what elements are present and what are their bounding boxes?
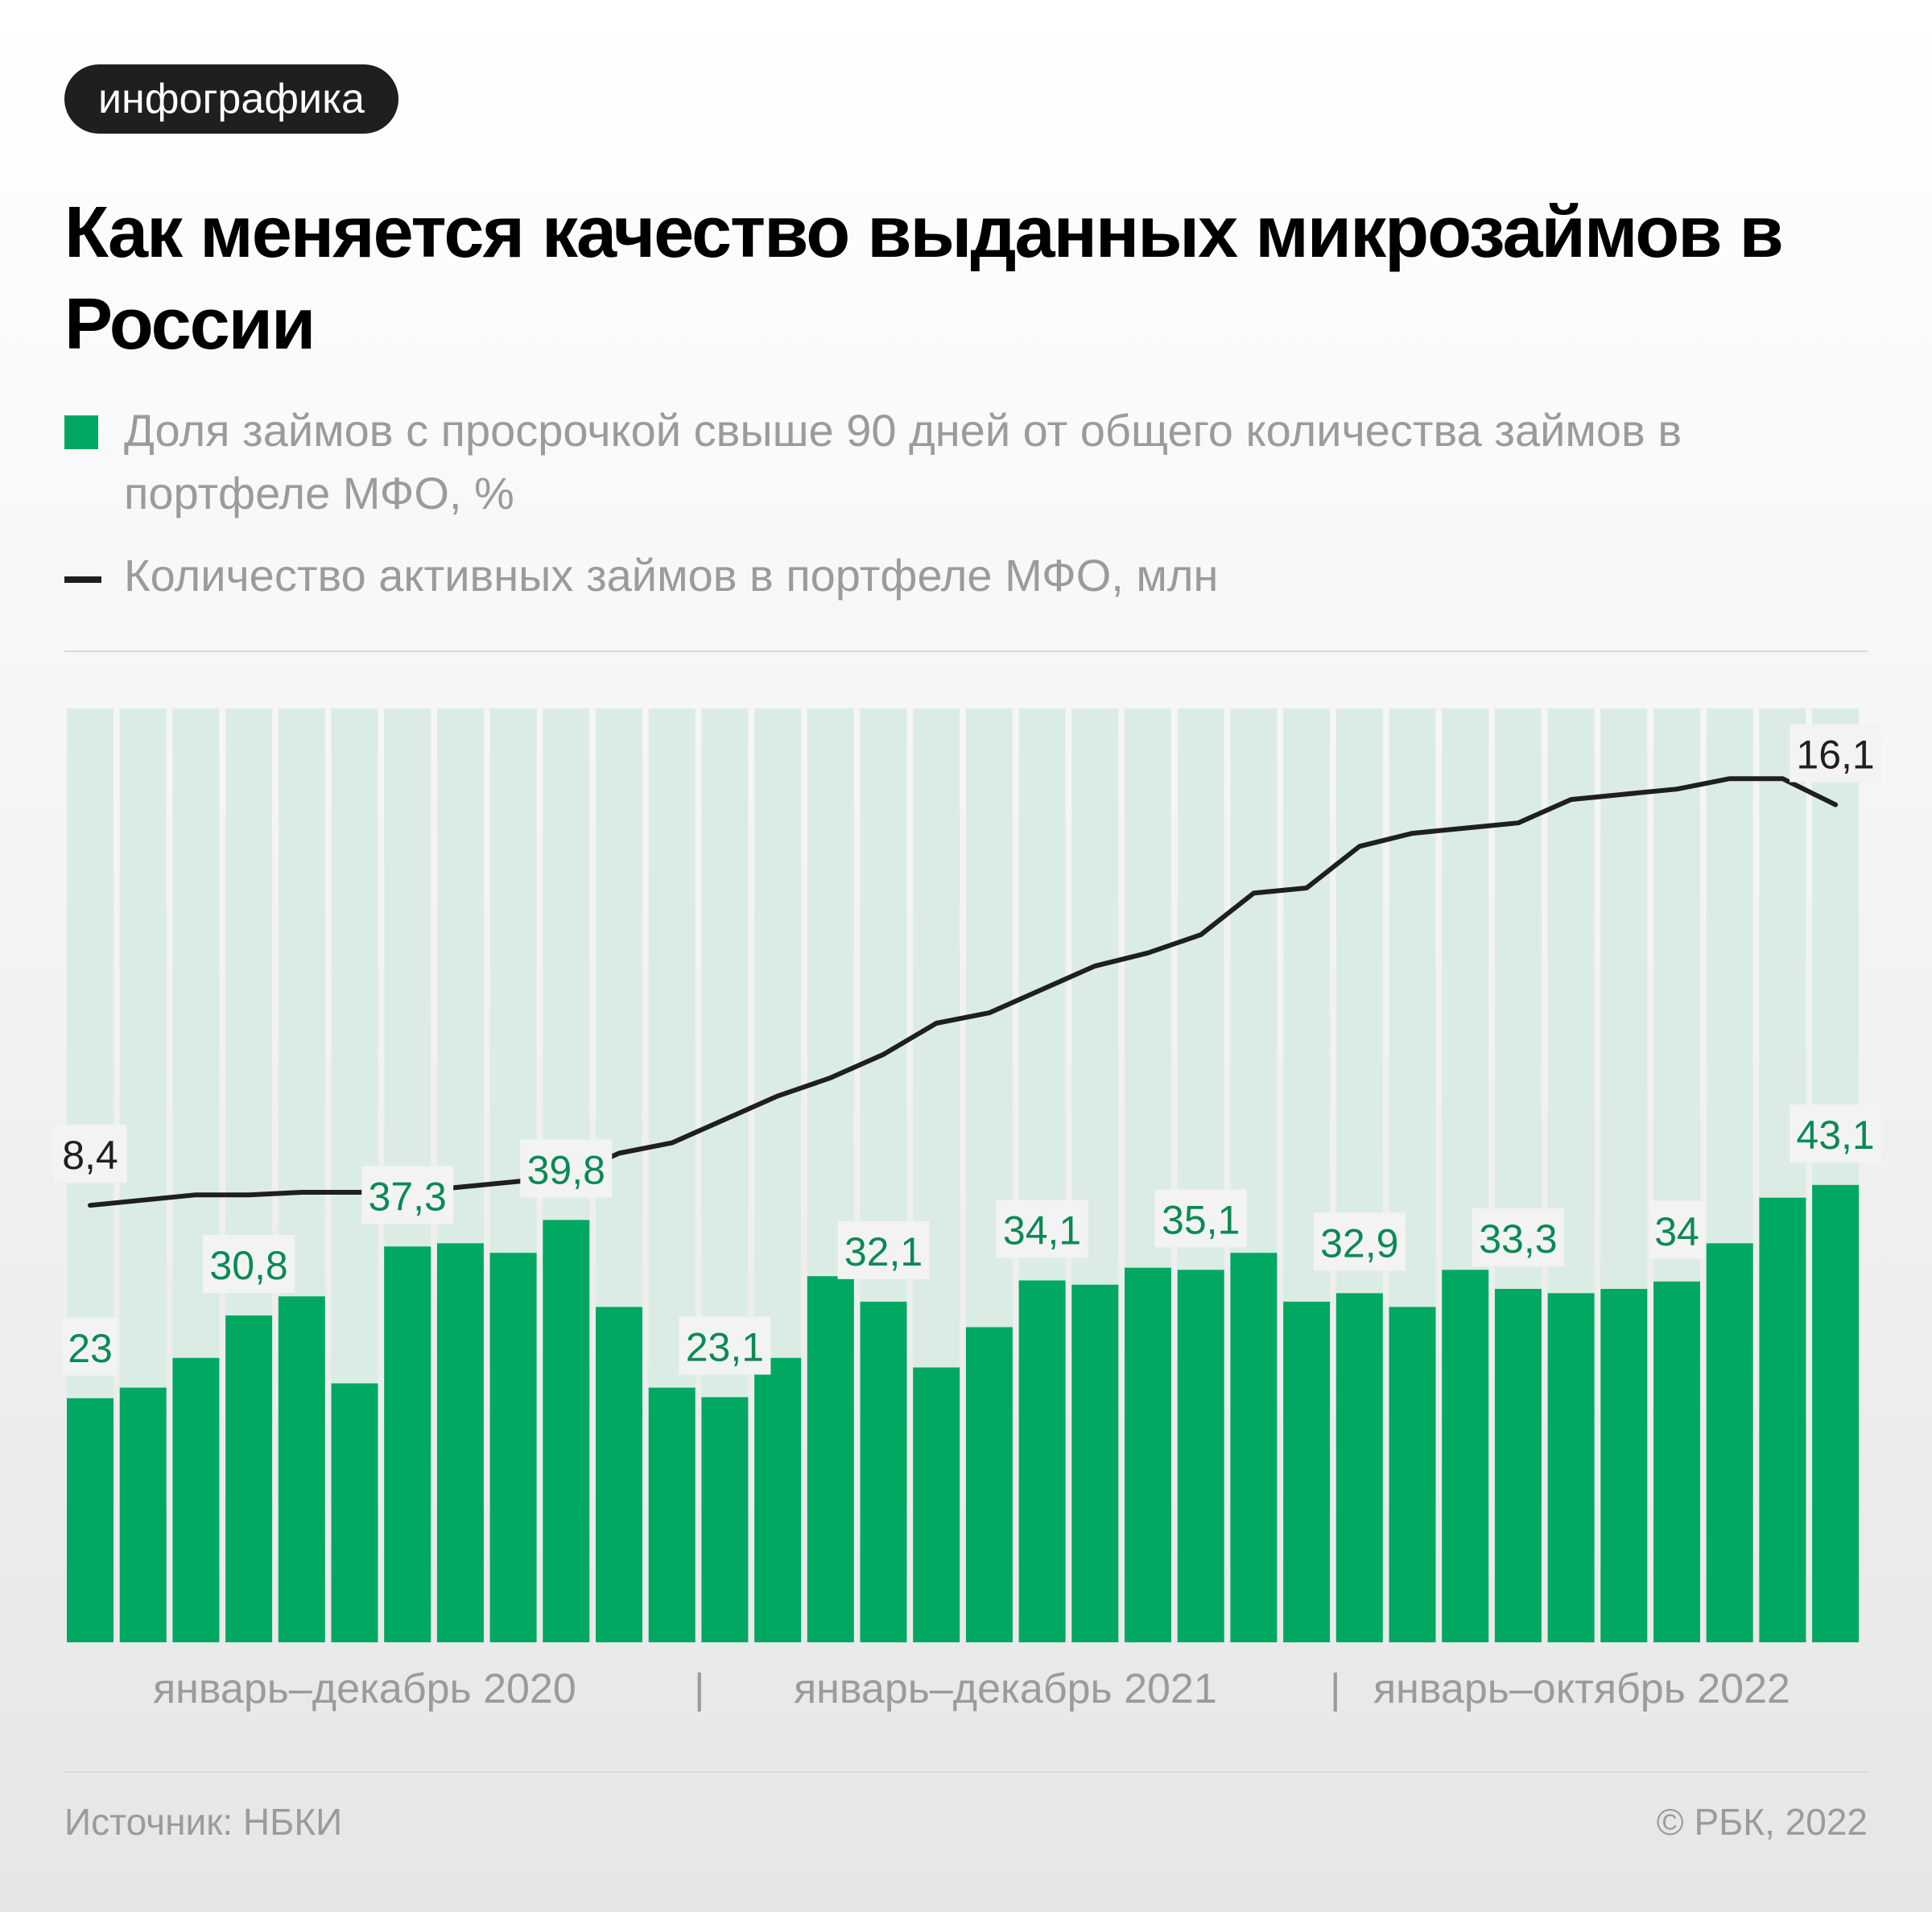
bar-21 <box>1125 1267 1171 1642</box>
bar-11 <box>596 1307 642 1642</box>
bar-value-label-bg <box>1649 1200 1704 1259</box>
bar-12 <box>648 1387 696 1642</box>
line-value-label: 8,4 <box>62 1133 118 1178</box>
bar-28 <box>1494 1289 1542 1642</box>
bar-value-label-bg <box>837 1220 930 1279</box>
bar-value-label: 37,3 <box>369 1174 447 1219</box>
legend-item-bars: Доля займов с просрочкой свыше 90 дней о… <box>64 399 1868 528</box>
bars-layer <box>67 708 1860 1642</box>
bar-value-label-bg <box>1472 1208 1564 1267</box>
bar-value-label-bg <box>1790 1104 1882 1162</box>
bar-17 <box>913 1367 960 1642</box>
bar-30 <box>1600 1289 1648 1642</box>
bar-31 <box>1653 1281 1700 1642</box>
bar-value-label: 35,1 <box>1162 1197 1240 1242</box>
bar-13 <box>701 1397 749 1642</box>
bar-value-label: 43,1 <box>1796 1113 1874 1158</box>
period-separator-1: | <box>694 1666 705 1712</box>
bar-value-label: 39,8 <box>527 1147 605 1192</box>
bar-value-label: 34 <box>1654 1209 1699 1254</box>
line-value-label-bg <box>53 1125 127 1183</box>
period-label-2021: январь–декабрь 2021 <box>794 1666 1217 1712</box>
bar-15 <box>807 1276 854 1642</box>
legend-item-line: Количество активных займов в портфеле МФ… <box>64 544 1868 617</box>
bottom-divider <box>64 1771 1868 1773</box>
bar-10 <box>543 1220 590 1642</box>
bar-value-label-bg <box>1313 1212 1406 1271</box>
labels-layer: 23 30,8 37,3 39,8 23,1 32,1 34,1 35,1 32,9 33,3 34… <box>53 724 1882 1376</box>
bar-value-label-bg <box>63 1317 118 1376</box>
period-separator-2: | <box>1330 1666 1341 1712</box>
bar-5 <box>278 1296 325 1642</box>
bar-18 <box>965 1327 1013 1642</box>
bar-14 <box>754 1357 802 1642</box>
legend-line-label: Количество активных займов в портфеле МФ… <box>124 550 1219 601</box>
bar-value-label: 23 <box>68 1326 113 1371</box>
bar-value-label-bg <box>996 1200 1088 1258</box>
bar-19 <box>1018 1280 1066 1642</box>
bar-27 <box>1442 1270 1489 1642</box>
bar-value-label-bg <box>520 1139 613 1198</box>
bar-value-label: 30,8 <box>209 1243 287 1288</box>
legend-bar-swatch <box>64 415 98 449</box>
bar-3 <box>172 1357 220 1642</box>
bar-value-label-bg <box>679 1316 771 1375</box>
bar-value-label: 33,3 <box>1479 1216 1557 1262</box>
bar-2 <box>119 1387 167 1642</box>
bar-23 <box>1230 1253 1278 1642</box>
bar-22 <box>1177 1270 1224 1642</box>
page-title: Как меняется качество выданных микрозайм… <box>64 192 1784 365</box>
bar-value-label: 32,9 <box>1320 1220 1398 1266</box>
bar-25 <box>1335 1293 1383 1642</box>
legend-line-swatch <box>64 576 101 583</box>
bar-32 <box>1706 1243 1753 1642</box>
bar-34 <box>1812 1184 1860 1642</box>
source-note: Источник: НБКИ <box>64 1801 343 1843</box>
legend-bar-label: Доля займов с просрочкой свыше 90 дней о… <box>124 405 1682 518</box>
bar-33 <box>1759 1197 1806 1642</box>
bar-value-label-bg <box>361 1166 454 1224</box>
copyright-note: © РБК, 2022 <box>1656 1801 1868 1843</box>
bar-8 <box>436 1243 484 1642</box>
bar-20 <box>1071 1284 1119 1642</box>
bar-24 <box>1283 1301 1331 1642</box>
period-label-2022: январь–октябрь 2022 <box>1373 1666 1790 1712</box>
infographic-badge: инфографика <box>64 64 398 134</box>
bar-29 <box>1547 1293 1595 1642</box>
bar-6 <box>331 1383 378 1642</box>
bar-9 <box>489 1253 537 1642</box>
top-divider <box>64 650 1868 652</box>
bar-26 <box>1389 1307 1436 1642</box>
period-label-2020: январь–декабрь 2020 <box>153 1666 576 1712</box>
bar-4 <box>225 1315 273 1642</box>
bar-value-label: 34,1 <box>1003 1208 1081 1253</box>
line-value-label-bg <box>1790 724 1882 783</box>
bar-1 <box>67 1398 114 1642</box>
bar-16 <box>860 1301 907 1642</box>
line-value-label: 16,1 <box>1796 733 1874 778</box>
bar-7 <box>384 1246 431 1642</box>
bar-value-label: 23,1 <box>686 1325 764 1370</box>
bar-value-label-bg <box>203 1235 295 1293</box>
bar-value-label: 32,1 <box>844 1229 923 1274</box>
bar-value-label-bg <box>1154 1189 1247 1248</box>
